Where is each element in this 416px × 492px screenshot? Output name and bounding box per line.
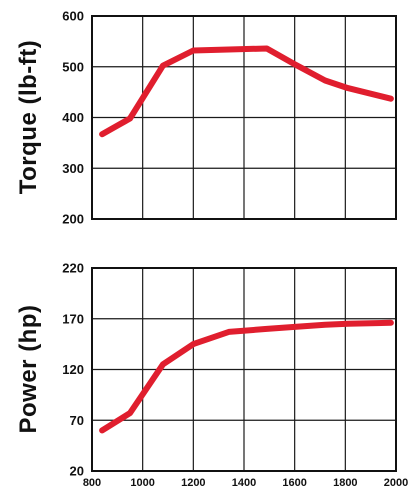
power-xtick-label: 1800: [333, 477, 357, 489]
torque-ytick-label: 500: [62, 59, 84, 74]
power-xtick-label: 800: [83, 477, 101, 489]
power-line: [99, 319, 394, 434]
torque-chart: 200 300 400 500 600 Torque (lb-ft): [15, 9, 397, 227]
torque-axis-label: Torque (lb-ft): [15, 40, 42, 195]
torque-plot-frame: [91, 15, 397, 220]
power-xtick-label: 1000: [130, 477, 154, 489]
torque-ytick-label: 200: [62, 212, 84, 227]
power-xtick-label: 1600: [282, 477, 306, 489]
power-ytick-label: 70: [70, 413, 84, 428]
power-xtick-label: 2000: [384, 477, 408, 489]
power-ytick-label: 20: [70, 464, 84, 479]
torque-ytick-label: 400: [62, 110, 84, 125]
power-chart: 20 70 120 170 220 800 1000 1200 1400 1600 1800 200…: [15, 261, 408, 490]
power-xtick-label: 1400: [232, 477, 256, 489]
torque-ytick-label: 300: [62, 161, 84, 176]
torque-ytick-label: 600: [62, 9, 84, 24]
power-xtick-label: 1200: [181, 477, 205, 489]
power-axis-label: Power (hp): [15, 305, 42, 434]
power-ytick-label: 220: [62, 261, 84, 276]
power-ytick-label: 170: [62, 311, 84, 326]
power-ytick-label: 120: [62, 362, 84, 377]
torque-line: [99, 45, 394, 138]
power-plot-frame: [91, 267, 397, 472]
